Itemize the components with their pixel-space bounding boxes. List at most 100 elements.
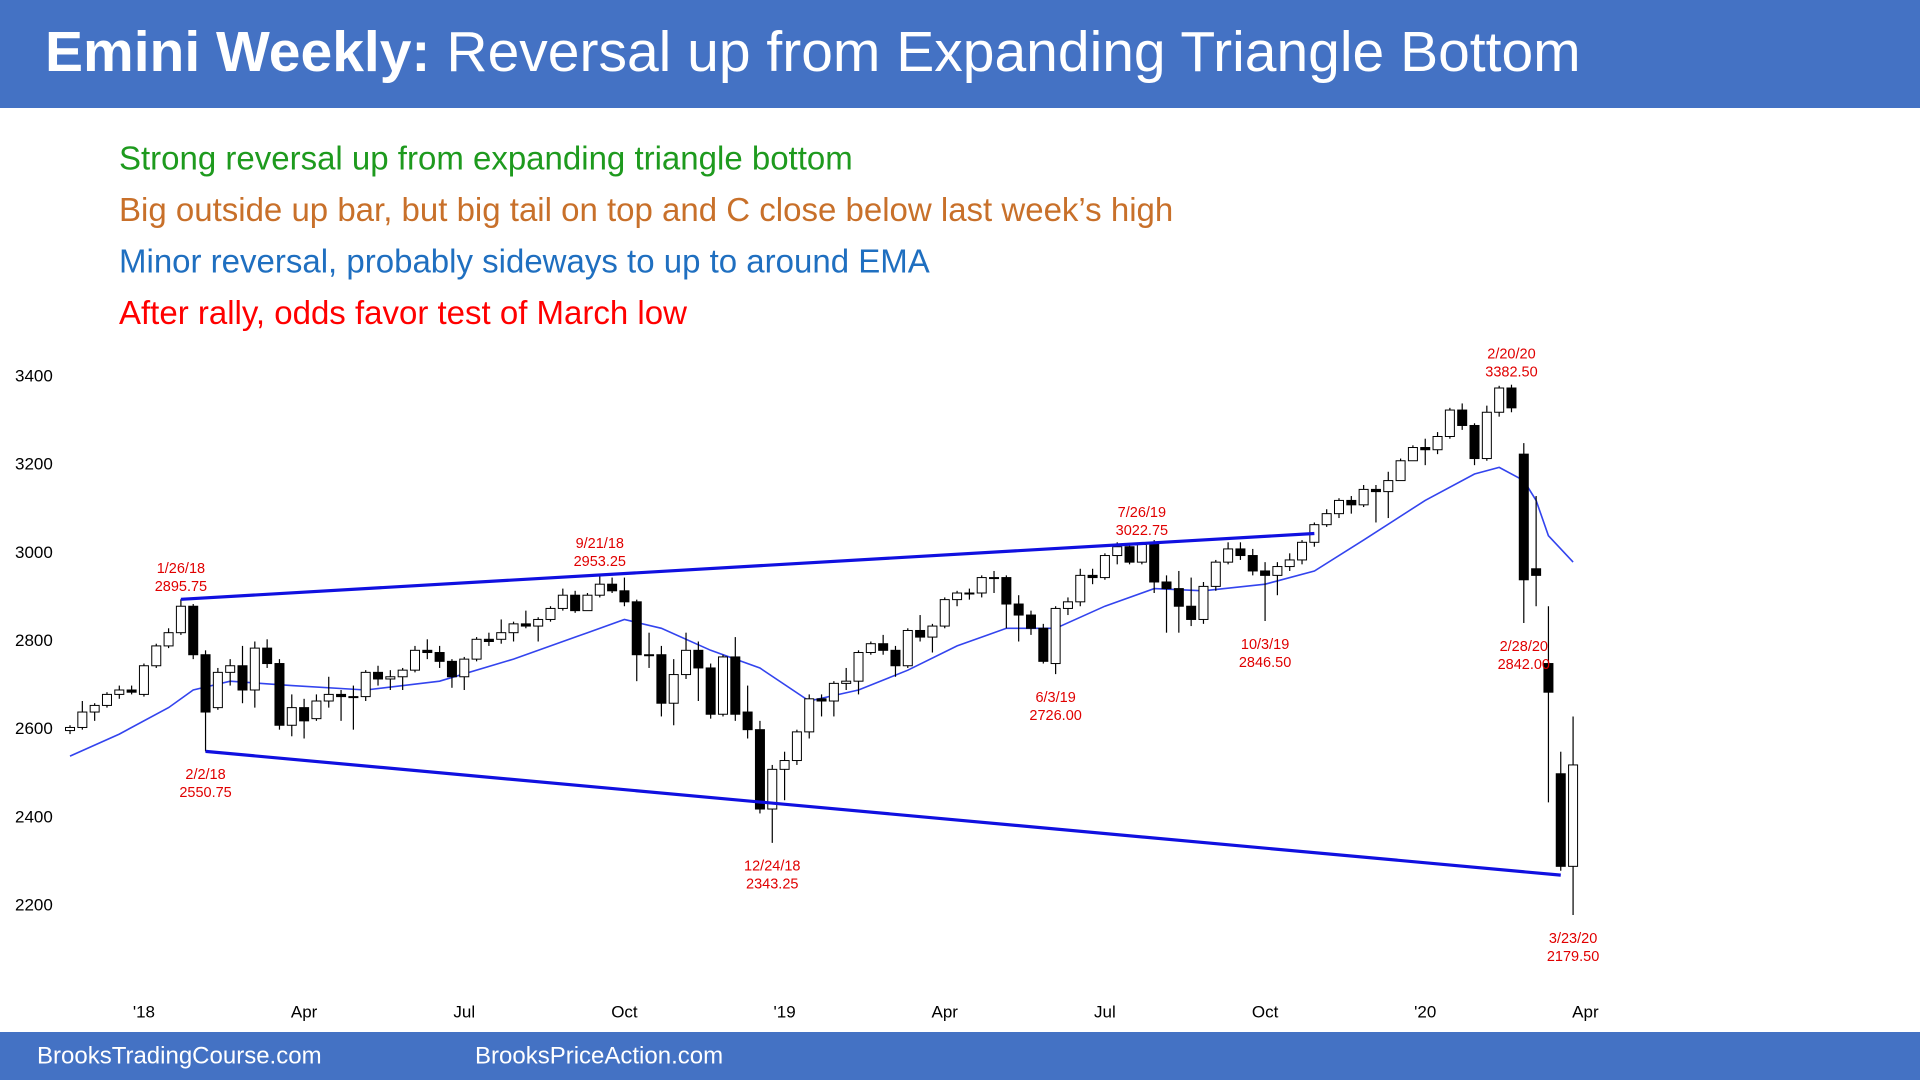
y-tick-label: 3000 <box>15 543 53 562</box>
annotation-date: 9/21/18 <box>576 536 624 552</box>
candle-body <box>126 689 137 693</box>
candle-body <box>508 623 519 634</box>
x-tick-label: Jul <box>453 1002 475 1021</box>
annotation-value: 2550.75 <box>179 785 231 801</box>
annotation-value: 2842.00 <box>1498 657 1550 673</box>
annotation-value: 2953.25 <box>574 554 626 570</box>
candle-body <box>693 649 704 669</box>
candle-body <box>385 676 396 680</box>
candle-body <box>1420 447 1431 451</box>
candle-body <box>841 680 852 684</box>
footer-text: BrooksPriceAction.com <box>475 1042 723 1069</box>
x-tick-label: Apr <box>291 1002 318 1021</box>
candle-body <box>225 665 236 673</box>
candle-body <box>114 689 125 695</box>
candle-body <box>1013 603 1024 616</box>
candle-body <box>1247 555 1258 572</box>
candle-body <box>1531 568 1542 576</box>
candle-body <box>360 671 371 698</box>
candle-body <box>249 647 260 691</box>
annotation-date: 2/28/20 <box>1500 639 1548 655</box>
candle-body <box>804 698 815 733</box>
candle-body <box>77 711 88 728</box>
candle-body <box>373 671 384 680</box>
annotation-value: 2846.50 <box>1239 655 1291 671</box>
candle-body <box>151 645 162 667</box>
candle-body <box>545 607 556 620</box>
annotation-date: 7/26/19 <box>1118 505 1166 521</box>
candle-body <box>471 638 482 660</box>
annotation-value: 3382.50 <box>1485 365 1537 381</box>
candle-body <box>1124 546 1135 563</box>
note: Strong reversal up from expanding triang… <box>119 140 853 177</box>
candle-body <box>865 643 876 654</box>
candle-body <box>607 583 618 592</box>
y-tick-label: 2200 <box>15 895 53 914</box>
candle-body <box>1038 627 1049 662</box>
candle-body <box>262 647 273 665</box>
x-tick-label: Oct <box>1252 1002 1279 1021</box>
candle-body <box>1494 387 1505 413</box>
title-bold: Emini Weekly: <box>45 20 430 84</box>
candle-body <box>890 649 901 667</box>
candle-body <box>656 654 667 704</box>
candle-body <box>200 654 211 713</box>
candle-body <box>791 731 802 762</box>
candle-body <box>188 605 199 656</box>
trend-line <box>180 531 1315 601</box>
title-rest: Reversal up from Expanding Triangle Bott… <box>446 20 1580 84</box>
candle-body <box>1444 409 1455 438</box>
candle-body <box>1099 555 1110 579</box>
candle-body <box>175 605 186 634</box>
candle-body <box>582 594 593 612</box>
candle-body <box>631 601 642 656</box>
candle-body <box>1260 570 1271 576</box>
candle-body <box>336 693 347 698</box>
slide-title: Emini Weekly: Reversal up from Expanding … <box>45 20 1581 84</box>
candle-body <box>348 696 359 699</box>
y-tick-label: 3200 <box>15 455 53 474</box>
x-tick-label: '18 <box>133 1002 155 1021</box>
header-bar <box>0 0 1920 108</box>
candle-body <box>1198 585 1209 620</box>
candle-body <box>1186 605 1197 620</box>
candle-body <box>1025 614 1036 629</box>
candle-body <box>1370 488 1381 493</box>
footer-bar <box>0 1032 1920 1080</box>
note: Minor reversal, probably sideways to up … <box>119 243 930 280</box>
y-tick-label: 2800 <box>15 631 53 650</box>
candle-body <box>742 711 753 731</box>
annotation-value: 2343.25 <box>746 877 798 893</box>
candle-body <box>434 652 445 662</box>
candle-body <box>1297 541 1308 561</box>
candle-body <box>483 638 494 643</box>
annotation-date: 2/2/18 <box>185 767 225 783</box>
candle-body <box>496 632 507 640</box>
candle-body <box>323 693 334 702</box>
candle-body <box>533 618 544 627</box>
candle-body <box>1223 548 1234 563</box>
candle-body <box>1161 581 1172 590</box>
candle-body <box>446 660 457 678</box>
candle-body <box>1112 546 1123 557</box>
candle-body <box>1235 548 1246 557</box>
candle-body <box>1075 574 1086 603</box>
candle-body <box>1432 436 1443 451</box>
x-tick-label: '19 <box>774 1002 796 1021</box>
candle-body <box>779 760 790 770</box>
candle-body <box>101 693 112 706</box>
candle-body <box>1395 460 1406 482</box>
candle-body <box>816 698 827 702</box>
annotation-value: 2726.00 <box>1029 708 1081 724</box>
annotation-value: 3022.75 <box>1116 523 1168 539</box>
candle-body <box>619 590 630 603</box>
candle-body <box>902 629 913 667</box>
candle-body <box>1481 411 1492 460</box>
x-tick-label: Jul <box>1094 1002 1116 1021</box>
candle-body <box>1407 447 1418 462</box>
candle-body <box>717 656 728 715</box>
candle-body <box>459 658 470 678</box>
annotation-value: 2179.50 <box>1547 949 1599 965</box>
candle-body <box>915 629 926 638</box>
